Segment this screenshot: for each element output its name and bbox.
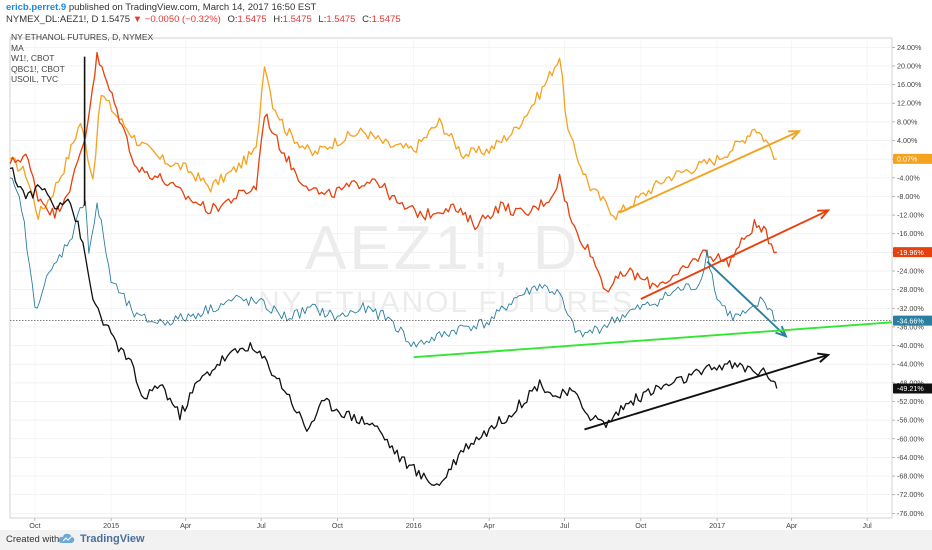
value-tag-orange xyxy=(893,153,932,164)
y-tick-label: -52.00% xyxy=(897,397,924,406)
x-tick-label: 2016 xyxy=(406,521,422,530)
trendline-red xyxy=(640,209,829,300)
y-tick-label: 12.00% xyxy=(897,99,922,108)
price-chart[interactable]: 24.00%20.00%16.00%12.00%8.00%4.00%0.00%-… xyxy=(0,30,932,530)
value-tag-label: -49.21% xyxy=(897,384,924,393)
x-axis: Oct 2015 Apr Jul Oct 2016 Apr Jul Oct 2017 Apr Jul xyxy=(29,518,872,530)
header-quote-row: NYMEX_DL:AEZ1!, D 1.5475 ▼ −0.0050 (−0.3… xyxy=(6,14,401,26)
header-title-row: ericb.perret.9 published on TradingView.… xyxy=(6,2,316,14)
x-tick-label: 2017 xyxy=(709,521,725,530)
arrowhead-orange xyxy=(788,130,802,141)
last-price: 1.5475 xyxy=(101,14,131,25)
chart-legend: NY ETHANOL FUTURES, D, NYMEX MA W1!, CBO… xyxy=(11,32,153,85)
x-tick-label: Apr xyxy=(484,521,496,530)
y-tick-label: 20.00% xyxy=(897,61,922,70)
trendline-blue xyxy=(706,260,787,337)
legend-item[interactable]: NY ETHANOL FUTURES, D, NYMEX xyxy=(11,32,154,42)
y-tick-label: -28.00% xyxy=(897,285,924,294)
x-tick-label: Apr xyxy=(180,521,192,530)
created-with-text: Created with xyxy=(6,534,60,545)
high-value: 1.5475 xyxy=(282,14,312,25)
last-value-tags: 0.07% -19.96% -34.66% -49.21% xyxy=(893,153,932,394)
x-tick-label: Jul xyxy=(257,521,267,530)
value-tag-label: 0.07% xyxy=(897,154,918,163)
series-line-black xyxy=(9,167,778,486)
y-tick-label: -16.00% xyxy=(897,229,924,238)
low-value: 1.5475 xyxy=(326,14,356,25)
value-tag-red xyxy=(893,247,932,258)
trendline-green xyxy=(413,321,893,359)
legend-item[interactable]: MA xyxy=(11,42,24,53)
y-tick-label: -4.00% xyxy=(897,173,920,182)
author-link[interactable]: ericb.perret.9 xyxy=(6,2,67,13)
value-tag-label: -34.66% xyxy=(897,316,924,325)
x-tick-label: Oct xyxy=(635,521,646,530)
y-tick-label: -72.00% xyxy=(897,490,924,499)
y-tick-label: -32.00% xyxy=(897,304,924,313)
y-tick-label: 4.00% xyxy=(897,136,918,145)
legend-item[interactable]: USOIL, TVC xyxy=(11,74,59,84)
trendline-black xyxy=(584,353,829,431)
publish-info: published on TradingView.com, March 14, … xyxy=(68,2,317,13)
series-line-blue xyxy=(9,177,777,348)
drawings-layer xyxy=(10,130,893,431)
high-label: H: xyxy=(273,14,283,25)
series-line-red xyxy=(9,51,777,293)
arrowhead-red xyxy=(817,209,831,220)
y-tick-label: 16.00% xyxy=(897,80,922,89)
x-tick-label: Oct xyxy=(332,521,343,530)
y-axis: 24.00%20.00%16.00%12.00%8.00%4.00%0.00%-… xyxy=(892,43,924,518)
open-label: O: xyxy=(227,14,238,25)
y-tick-label: -12.00% xyxy=(897,211,924,220)
plot-frame xyxy=(9,37,893,519)
price-change: ▼ −0.0050 (−0.32%) xyxy=(132,14,221,25)
y-tick-label: -8.00% xyxy=(897,192,920,201)
y-tick-label: -76.00% xyxy=(897,509,924,518)
legend-item[interactable]: W1!, CBOT xyxy=(11,53,55,63)
value-tag-blue xyxy=(893,315,932,326)
chart-grid xyxy=(9,37,893,519)
y-tick-label: -40.00% xyxy=(897,341,924,350)
x-tick-label: Apr xyxy=(786,521,798,530)
y-tick-label: -64.00% xyxy=(897,453,924,462)
y-tick-label: -68.00% xyxy=(897,472,924,481)
chart-footer: Created with TradingView xyxy=(0,530,932,550)
series-line-orange xyxy=(9,57,777,221)
tradingview-cloud-icon xyxy=(58,532,76,549)
y-tick-label: -36.00% xyxy=(897,322,924,331)
y-tick-label: 24.00% xyxy=(897,43,922,52)
chart-header: ericb.perret.9 published on TradingView.… xyxy=(0,0,932,30)
trendline-orange xyxy=(618,130,800,214)
close-label: C: xyxy=(362,14,372,25)
symbol-label: NYMEX_DL:AEZ1!, D xyxy=(6,14,99,25)
x-tick-label: Jul xyxy=(560,521,570,530)
value-tag-label: -19.96% xyxy=(897,248,924,257)
close-value: 1.5475 xyxy=(371,14,401,25)
x-tick-label: Oct xyxy=(29,521,40,530)
arrowhead-black xyxy=(817,352,831,363)
open-value: 1.5475 xyxy=(237,14,267,25)
y-tick-label: -48.00% xyxy=(897,378,924,387)
y-tick-label: -24.00% xyxy=(897,267,924,276)
low-label: L: xyxy=(318,14,327,25)
y-tick-label: -56.00% xyxy=(897,416,924,425)
legend-item[interactable]: QBC1!, CBOT xyxy=(11,63,65,74)
y-tick-label: 8.00% xyxy=(897,117,918,126)
y-tick-label: -44.00% xyxy=(897,360,924,369)
x-tick-label: 2015 xyxy=(103,521,119,530)
value-tag-black xyxy=(893,383,932,394)
watermark-symbol: AEZ1!, D xyxy=(305,214,581,283)
tradingview-brand[interactable]: TradingView xyxy=(80,533,145,545)
y-tick-label: -60.00% xyxy=(897,434,924,443)
x-tick-label: Jul xyxy=(863,521,873,530)
series-layer xyxy=(9,51,778,486)
